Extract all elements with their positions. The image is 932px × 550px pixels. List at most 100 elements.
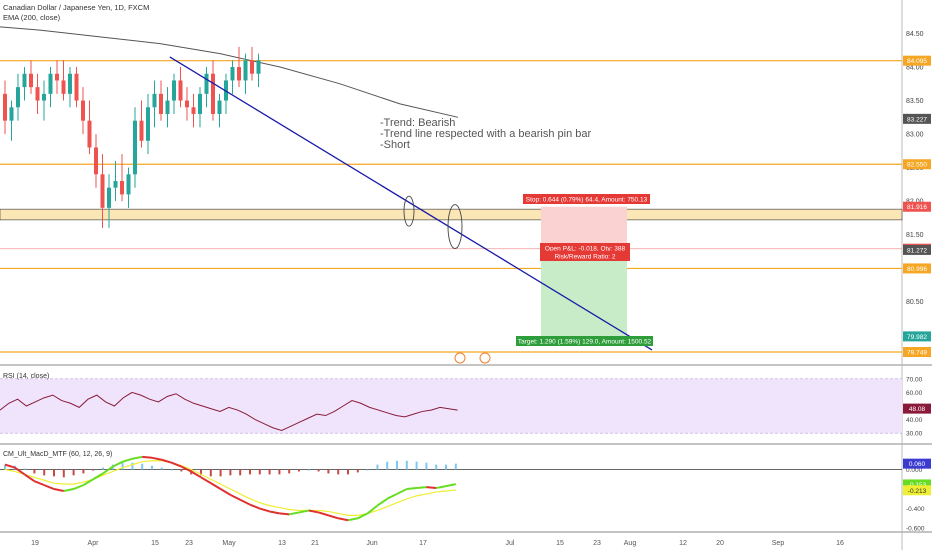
macd-tag: 0.060 <box>909 461 926 468</box>
macd-histogram-bar <box>23 468 26 470</box>
candle-body <box>191 107 196 114</box>
price-tag: 79.749 <box>907 350 927 357</box>
candle-body <box>230 67 235 81</box>
macd-line-segment <box>220 488 231 496</box>
macd-line-segment <box>445 483 456 488</box>
candle <box>61 60 66 101</box>
candle <box>133 107 137 188</box>
candle-body <box>81 100 85 121</box>
candle <box>204 67 209 108</box>
candle <box>217 93 222 128</box>
candle <box>42 80 46 121</box>
ema-label: EMA (200, close) <box>3 13 61 22</box>
macd-line-segment <box>416 486 427 490</box>
candle <box>191 93 196 128</box>
price-axis-label: 84.50 <box>906 31 924 38</box>
macd-line-segment <box>63 488 74 492</box>
macd-line-segment <box>366 504 379 515</box>
macd-line-segment <box>200 476 212 485</box>
macd-line-segment <box>259 507 270 513</box>
macd-histogram-bar <box>356 469 359 473</box>
candle <box>165 87 170 128</box>
macd-axis-label: -0.600 <box>906 526 925 533</box>
price-tag-bg <box>903 113 931 124</box>
price-axis-label: 81.50 <box>906 232 924 239</box>
x-tick-label: Jun <box>366 540 377 547</box>
price-tag: 83.227 <box>907 116 927 123</box>
macd-line-segment <box>426 486 437 490</box>
price-axis-label: 83.00 <box>906 132 924 139</box>
macd-line-segment <box>24 473 35 483</box>
price-tag-bg <box>903 347 931 358</box>
macd-histogram-bar <box>102 467 104 470</box>
macd-histogram-bar <box>62 469 65 478</box>
x-tick-label: 23 <box>185 540 193 547</box>
macd-histogram-bar <box>239 469 242 476</box>
target-label-bg <box>516 336 653 346</box>
rsi-line <box>0 391 458 432</box>
annotation-line-3: -Short <box>380 139 410 151</box>
macd-line-segment <box>239 498 251 506</box>
macd-histogram-bar <box>317 469 320 472</box>
candle <box>178 67 183 108</box>
x-tick-label: 20 <box>716 540 724 547</box>
macd-histogram-bar <box>82 469 85 474</box>
risk-reward-label: Risk/Reward Ratio: 2 <box>540 251 630 261</box>
macd-histogram-bar <box>4 464 6 470</box>
candle <box>74 67 79 108</box>
candle-body <box>42 93 46 101</box>
macd-line-segment <box>386 493 398 500</box>
macd-histogram-bar <box>141 463 144 470</box>
macd-histogram-bar <box>219 469 222 477</box>
macd-histogram-bar <box>347 469 349 475</box>
price-tag-bg <box>903 159 931 170</box>
macd-line-segment <box>122 457 133 463</box>
candle-body <box>256 60 261 74</box>
labels: Canadian Dollar / Japanese Yen, 1D, FXCM… <box>3 3 591 458</box>
macd-line-segment <box>210 482 222 490</box>
macd-line-segment <box>34 480 45 487</box>
macd-line-segment <box>92 472 104 481</box>
rsi-label: RSI (14, close) <box>3 373 49 380</box>
macd-line-segment <box>53 488 64 492</box>
macd-histogram-bar <box>121 462 124 470</box>
ema-200-line <box>0 26 459 118</box>
macd-histogram-bar <box>131 462 134 470</box>
rsi-axis-label: 60.00 <box>906 390 923 397</box>
candle <box>3 80 7 135</box>
macd-label: CM_Ult_MacD_MTF (60, 12, 26, 9) <box>3 451 112 458</box>
stop-zone <box>541 206 627 250</box>
macd-histogram-bar <box>43 469 46 476</box>
macd-histogram-bar <box>425 462 428 470</box>
candle-body <box>113 181 118 188</box>
macd-line-segment <box>4 463 16 469</box>
macd-line-segment <box>190 470 202 479</box>
macd-line-segment <box>406 487 417 491</box>
candle <box>152 80 157 128</box>
macd-histogram-bar <box>180 469 183 472</box>
price-tag-bg <box>903 201 931 212</box>
rsi-band <box>0 378 902 434</box>
candle-body <box>3 93 7 121</box>
candle-body <box>9 107 14 121</box>
price-axis-label: 80.50 <box>906 299 924 306</box>
candle-body <box>204 73 209 94</box>
macd-signal-line <box>4 460 456 516</box>
risk-reward-label-bg <box>540 251 630 261</box>
macd-histogram-bar <box>92 469 95 471</box>
rsi-tag: 48.08 <box>909 406 926 413</box>
macd-line-segment <box>328 514 339 520</box>
x-tick-label: 23 <box>593 540 601 547</box>
macd-histogram-bar <box>435 464 438 470</box>
rsi-axis-label: 30.00 <box>906 431 923 438</box>
macd-line-segment <box>376 497 388 507</box>
macd-line-segment <box>180 465 192 473</box>
macd-histogram-bar <box>298 469 300 472</box>
candle <box>211 60 215 121</box>
rsi-axis-label: 70.00 <box>906 376 923 383</box>
candle <box>94 134 98 188</box>
candle <box>250 46 254 81</box>
candle <box>87 100 92 155</box>
